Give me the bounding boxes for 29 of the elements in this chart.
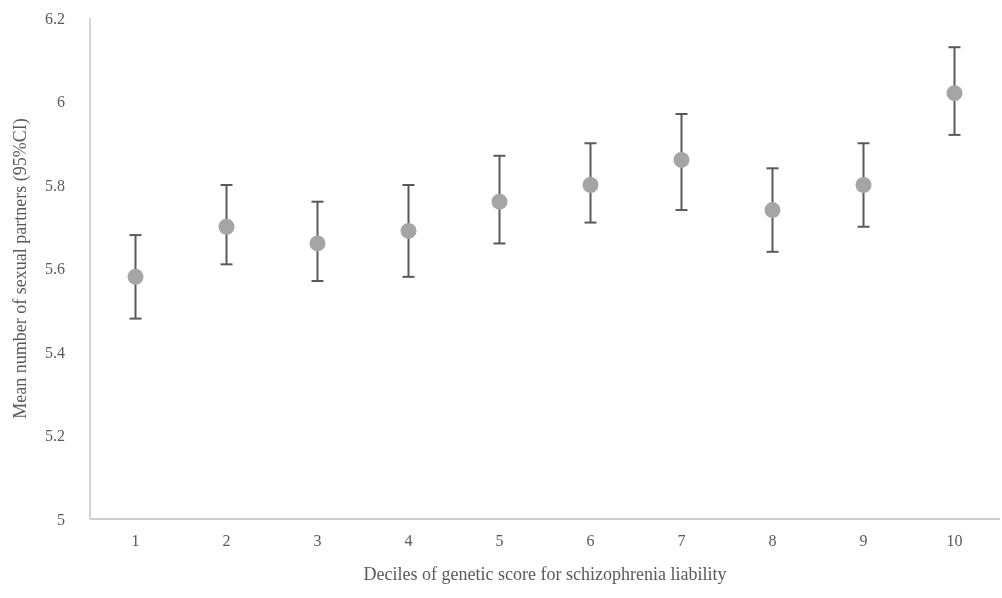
x-tick-label: 6 bbox=[586, 532, 595, 549]
y-tick-label: 6 bbox=[57, 93, 65, 111]
y-tick-label: 5.8 bbox=[45, 176, 65, 194]
y-tick-label: 5 bbox=[57, 510, 65, 528]
x-tick-label: 4 bbox=[404, 532, 413, 549]
y-tick-label: 5.2 bbox=[45, 427, 65, 445]
point bbox=[218, 218, 235, 235]
point bbox=[127, 268, 144, 285]
x-tick-label: 8 bbox=[768, 532, 777, 549]
x-tick-label: 1 bbox=[131, 532, 140, 549]
point bbox=[400, 222, 417, 239]
y-axis-title: Mean number of sexual partners (95%CI) bbox=[10, 118, 31, 419]
point bbox=[946, 85, 963, 102]
y-tick-label: 5.4 bbox=[45, 343, 65, 361]
point bbox=[309, 235, 326, 252]
point bbox=[582, 177, 599, 193]
x-axis-title: Deciles of genetic score for schizophrenia liability bbox=[363, 564, 727, 584]
point bbox=[855, 177, 872, 193]
x-tick-label: 3 bbox=[313, 532, 322, 549]
x-tick-label: 2 bbox=[222, 532, 231, 549]
point bbox=[491, 193, 508, 210]
x-tick-label: 10 bbox=[946, 532, 963, 549]
x-tick-label: 9 bbox=[859, 532, 868, 549]
x-tick-label: 5 bbox=[495, 532, 504, 549]
point bbox=[673, 151, 690, 168]
point bbox=[764, 202, 781, 219]
y-tick-label: 6.2 bbox=[45, 9, 65, 27]
y-tick-label: 5.6 bbox=[45, 260, 65, 278]
x-tick-label: 7 bbox=[677, 532, 686, 549]
